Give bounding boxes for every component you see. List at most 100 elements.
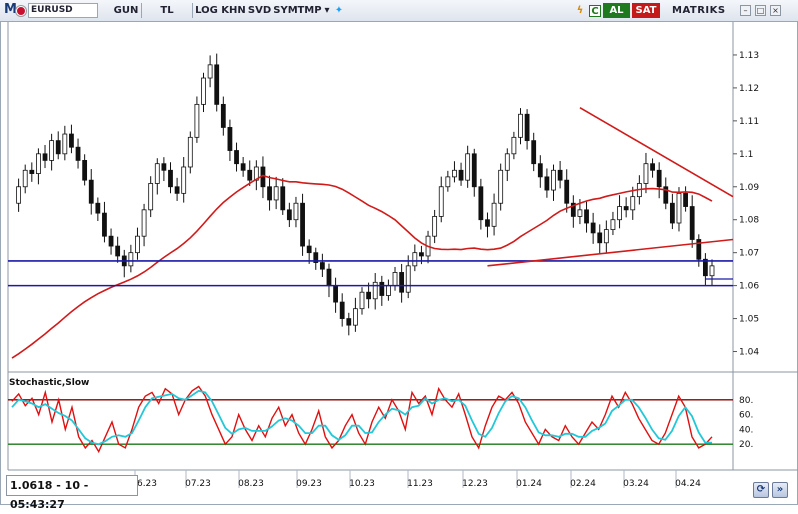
x-tick-label: 01.24 [516,479,542,489]
refresh-icon[interactable]: ⟳ [753,482,769,498]
candle-body [187,136,193,168]
candle-body [669,202,675,224]
candle-body [379,281,385,296]
candle-body [518,113,523,138]
candle-body [610,219,616,230]
tmp-button[interactable]: TMP [297,5,322,16]
flag-icon [16,6,26,16]
candle-body [128,252,134,267]
candle-body [372,281,378,300]
candle-body [300,202,305,247]
candle-body [590,222,596,234]
candle-body [419,252,424,257]
y-tick-label: 1.08 [739,216,759,226]
candle-body [603,229,609,244]
candle-body [623,206,629,211]
svd-button[interactable]: SVD [247,5,272,16]
candle-body [491,202,497,227]
candle-body [267,186,272,201]
candle-body [557,169,563,181]
price-panel [8,22,733,368]
candle-body [577,209,583,217]
x-tick-label: 04.24 [675,479,701,489]
candle-body [663,186,669,204]
candle-body [346,318,352,326]
candle-body [286,209,292,221]
candle-body [181,166,187,194]
x-tick-label: 10.23 [349,479,375,489]
candle-body [42,153,48,161]
candle-body [564,179,570,204]
candle-body [485,219,490,227]
stoch-y-tick-label: 80. [739,396,753,406]
y-tick-label: 1.12 [739,84,759,94]
candle-body [359,291,365,310]
candle-body [247,169,253,181]
candle-body [319,262,325,270]
candle-body [88,179,94,204]
x-tick-label: 08.23 [238,479,264,489]
x-tick-label: 03.24 [623,479,649,489]
app-logo[interactable]: M [4,2,17,17]
candle-body [339,301,345,319]
maximize-icon[interactable]: □ [755,5,766,16]
khn-button[interactable]: KHN [221,5,246,16]
symbol-field[interactable]: EURUSD [28,3,98,18]
candle-body [392,272,398,287]
candle-body [148,183,154,211]
trendline [579,106,734,198]
candle-body [49,140,55,161]
x-tick-label: 12.23 [462,479,488,489]
candle-body [115,245,121,257]
minimize-icon[interactable]: – [740,5,751,16]
candle-body [643,163,649,184]
candle-body [399,272,405,293]
candle-body [452,169,457,178]
candle-body [405,265,411,293]
scroll-icon[interactable]: » [772,482,788,498]
x-tick-label: 09.23 [296,479,322,489]
y-tick-label: 1.07 [739,249,759,259]
log-scale-button[interactable]: LOG [195,5,218,16]
buy-button[interactable]: AL [603,3,630,18]
stoch-d-line [11,389,712,446]
candle-body [313,252,319,263]
candle-body [174,186,180,194]
c-button[interactable]: C [589,5,601,17]
twitter-icon[interactable]: ✦ [334,5,344,16]
y-tick-label: 1.05 [739,315,759,325]
stoch-y-tick-label: 20. [739,440,753,450]
status-readout: 1.0618 - 10 - 05:43:27 [6,475,138,511]
candle-body [135,235,140,254]
x-tick-label: 6.23 [137,479,157,489]
candle-body [531,140,537,165]
candle-body [386,285,391,296]
candle-body [22,169,28,188]
chevron-down-icon[interactable]: ▾ [324,5,330,16]
lightning-icon[interactable]: ϟ [576,5,584,16]
y-tick-label: 1.11 [739,117,759,127]
candle-body [689,206,695,240]
candle-body [168,169,173,188]
candle-body [273,186,279,201]
sell-button[interactable]: SAT [632,3,660,18]
candle-body [676,192,682,224]
brand-label: MATRIKS [672,5,726,16]
candle-body [306,245,312,254]
sym-button[interactable]: SYM [273,5,298,16]
candle-body [445,176,451,188]
period-button-daily[interactable]: GUN [113,5,139,16]
close-icon[interactable]: × [770,5,781,16]
candle-body [352,308,358,326]
candle-body [458,169,464,181]
candle-body [570,202,576,217]
candle-body [702,258,708,277]
candle-body [511,136,517,155]
candle-body [432,216,438,237]
candle-body [412,252,418,267]
candle-body [504,153,510,171]
candle-body [214,64,220,105]
currency-button[interactable]: TL [160,5,174,16]
candle-body [141,209,147,237]
